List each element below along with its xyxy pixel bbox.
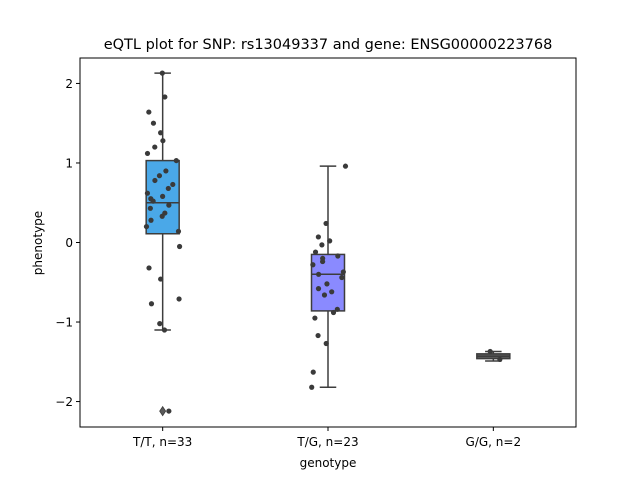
data-point	[170, 181, 176, 188]
data-point	[315, 271, 322, 277]
data-point	[173, 157, 179, 164]
data-point	[152, 177, 158, 184]
data-point	[150, 120, 157, 126]
plot-area	[143, 70, 511, 417]
data-point	[166, 202, 172, 208]
y-tick-label: −1	[55, 316, 73, 330]
box-group	[309, 163, 349, 390]
x-axis-label: genotype	[300, 456, 357, 470]
x-tick-label: T/T, n=33	[132, 435, 192, 449]
chart-title: eQTL plot for SNP: rs13049337 and gene: …	[104, 37, 553, 53]
data-point	[342, 163, 349, 169]
data-point	[330, 309, 337, 316]
data-point	[323, 220, 329, 227]
data-point	[327, 238, 333, 244]
data-point	[319, 242, 325, 248]
data-point	[160, 138, 166, 144]
data-point	[147, 205, 153, 211]
data-point	[339, 274, 345, 281]
y-tick-label: 0	[65, 236, 73, 250]
data-point	[148, 301, 155, 307]
data-point	[309, 384, 315, 390]
data-point	[310, 262, 316, 268]
data-point	[159, 213, 165, 219]
x-tick-label: G/G, n=2	[466, 435, 522, 449]
data-point	[324, 281, 330, 287]
data-point	[321, 292, 328, 298]
data-point	[157, 321, 163, 327]
data-point	[340, 269, 346, 275]
data-point	[312, 315, 318, 321]
y-axis-label: phenotype	[31, 211, 45, 275]
data-point	[158, 130, 164, 136]
data-point	[161, 327, 168, 333]
data-point	[163, 168, 169, 174]
data-point	[165, 185, 171, 192]
data-point	[143, 223, 150, 230]
box-group	[143, 70, 183, 417]
data-point	[159, 70, 165, 76]
data-point	[315, 234, 321, 240]
data-point	[310, 369, 316, 375]
data-point	[487, 348, 493, 355]
data-point	[144, 150, 151, 157]
box-group	[476, 348, 511, 363]
data-point	[176, 243, 183, 250]
outlier-marker	[159, 405, 167, 417]
data-point	[144, 190, 151, 196]
data-point	[315, 286, 322, 292]
data-point	[334, 306, 340, 312]
data-point	[146, 109, 152, 115]
data-point	[497, 356, 503, 363]
data-point	[156, 173, 163, 179]
data-point	[162, 94, 168, 100]
data-point	[146, 265, 152, 271]
x-axis: T/T, n=33 T/G, n=23 G/G, n=2	[132, 427, 521, 449]
data-point	[323, 340, 329, 347]
data-point	[315, 332, 321, 339]
y-axis: −2 −1 0 1 2	[55, 77, 80, 409]
y-tick-label: −2	[55, 395, 73, 409]
data-point	[175, 228, 182, 234]
data-point	[152, 144, 158, 150]
data-point	[148, 196, 154, 202]
data-point	[148, 217, 154, 223]
y-tick-label: 2	[65, 77, 73, 91]
data-point	[166, 408, 172, 414]
data-point	[329, 289, 335, 295]
x-tick-label: T/G, n=23	[296, 435, 358, 449]
data-point	[335, 253, 341, 259]
y-tick-label: 1	[65, 156, 73, 170]
data-point	[160, 193, 166, 199]
data-point	[312, 249, 319, 255]
data-point	[176, 296, 182, 302]
data-point	[158, 276, 164, 282]
data-point	[320, 258, 326, 265]
